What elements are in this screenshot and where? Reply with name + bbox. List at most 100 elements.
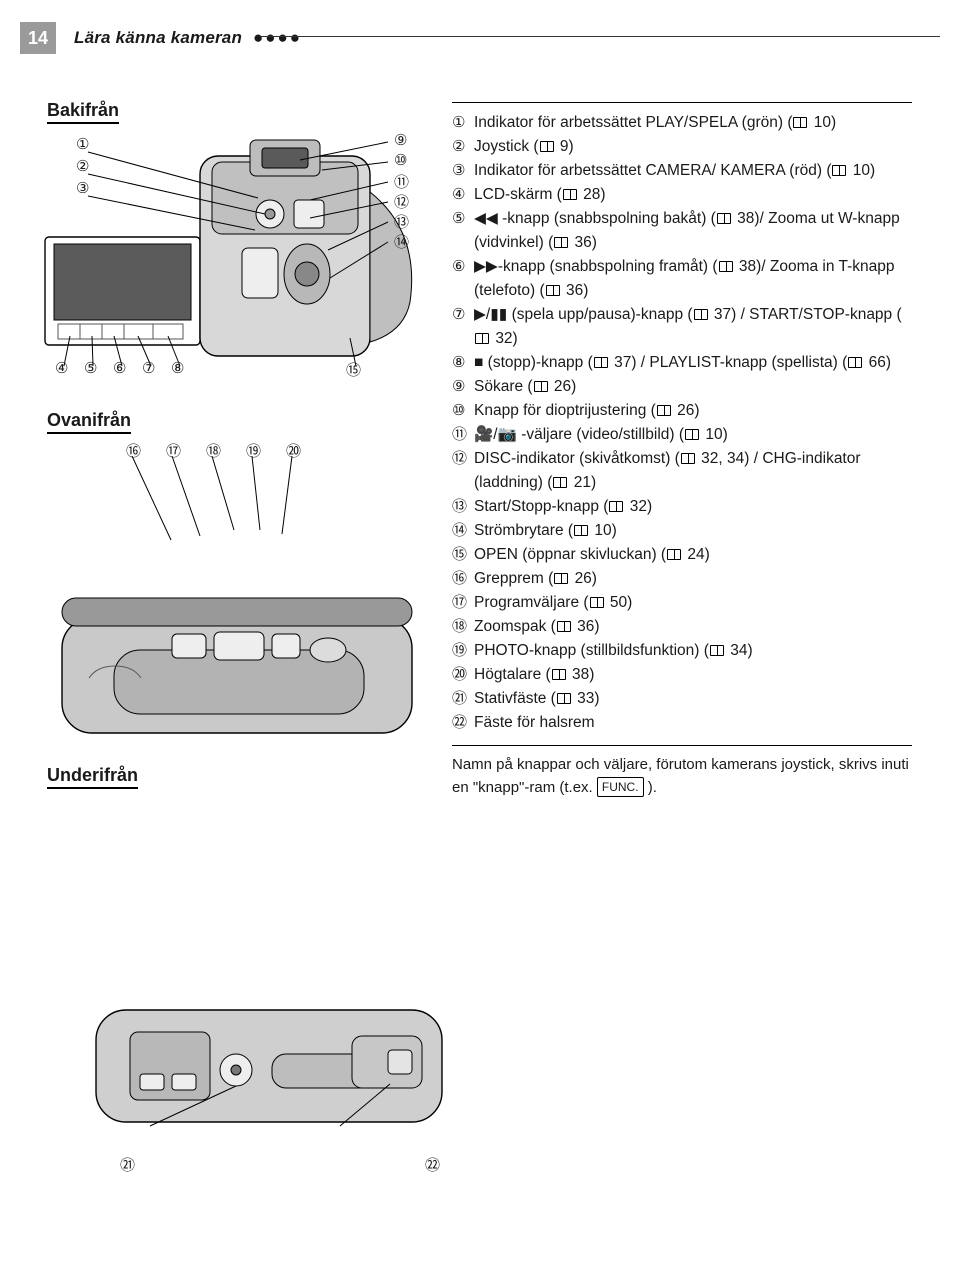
book-icon bbox=[552, 669, 566, 680]
callout-12: ⑫ bbox=[394, 191, 409, 212]
book-icon bbox=[793, 117, 807, 128]
func-button-example: FUNC. bbox=[597, 777, 644, 797]
description-number: ⑧ bbox=[452, 351, 474, 374]
description-text: Stativfäste ( 33) bbox=[474, 687, 912, 711]
book-icon bbox=[848, 357, 862, 368]
callout-17: ⑰ bbox=[166, 440, 181, 461]
callout-7: ⑦ bbox=[142, 359, 155, 377]
description-text: Knapp för dioptrijustering ( 26) bbox=[474, 399, 912, 423]
description-number: ⑥ bbox=[452, 255, 474, 278]
description-item: ⑦▶/▮▮ (spela upp/pausa)-knapp ( 37) / ST… bbox=[452, 303, 912, 351]
callout-3: ③ bbox=[76, 179, 89, 197]
description-number: ⑰ bbox=[452, 591, 474, 614]
book-icon bbox=[554, 573, 568, 584]
description-text: Sökare ( 26) bbox=[474, 375, 912, 399]
description-number: ⑨ bbox=[452, 375, 474, 398]
book-icon bbox=[657, 405, 671, 416]
description-text: 🎥/📷 -väljare (video/stillbild) ( 10) bbox=[474, 423, 912, 447]
description-number: ⑯ bbox=[452, 567, 474, 590]
callout-15: ⑮ bbox=[346, 359, 361, 380]
book-icon bbox=[832, 165, 846, 176]
description-item: ㉑Stativfäste ( 33) bbox=[452, 687, 912, 711]
description-number: ⑦ bbox=[452, 303, 474, 326]
description-item: ㉒Fäste för halsrem bbox=[452, 711, 912, 735]
description-item: ③Indikator för arbetssättet CAMERA/ KAME… bbox=[452, 159, 912, 183]
book-icon bbox=[590, 597, 604, 608]
description-item: ⑧■ (stopp)-knapp ( 37) / PLAYLIST-knapp … bbox=[452, 351, 912, 375]
description-number: ⑲ bbox=[452, 639, 474, 662]
book-icon bbox=[667, 549, 681, 560]
description-number: ④ bbox=[452, 183, 474, 206]
description-text: OPEN (öppnar skivluckan) ( 24) bbox=[474, 543, 912, 567]
description-text: LCD-skärm ( 28) bbox=[474, 183, 912, 207]
description-list: ①Indikator för arbetssättet PLAY/SPELA (… bbox=[452, 111, 912, 735]
callout-14: ⑭ bbox=[394, 231, 409, 252]
description-number: ⑪ bbox=[452, 423, 474, 446]
description-item: ⑳Högtalare ( 38) bbox=[452, 663, 912, 687]
callout-1: ① bbox=[76, 135, 89, 153]
description-text: Högtalare ( 38) bbox=[474, 663, 912, 687]
description-item: ⑨Sökare ( 26) bbox=[452, 375, 912, 399]
description-text: Fäste för halsrem bbox=[474, 711, 912, 735]
description-number: ⑳ bbox=[452, 663, 474, 686]
book-icon bbox=[475, 333, 489, 344]
description-number: ③ bbox=[452, 159, 474, 182]
description-text: Programväljare ( 50) bbox=[474, 591, 912, 615]
section-title-text: Lära känna kameran bbox=[74, 28, 242, 47]
view-label-back: Bakifrån bbox=[47, 100, 119, 124]
title-dots: ●●●● bbox=[253, 28, 302, 47]
book-icon bbox=[557, 693, 571, 704]
book-icon bbox=[719, 261, 733, 272]
book-icon bbox=[694, 309, 708, 320]
book-icon bbox=[563, 189, 577, 200]
title-rule bbox=[260, 36, 940, 37]
note: Namn på knappar och väljare, förutom kam… bbox=[452, 745, 912, 799]
description-text: Strömbrytare ( 10) bbox=[474, 519, 912, 543]
callout-21: ㉑ bbox=[120, 1154, 135, 1175]
description-number: ⑫ bbox=[452, 447, 474, 470]
book-icon bbox=[534, 381, 548, 392]
callout-19: ⑲ bbox=[246, 440, 261, 461]
description-item: ⑮OPEN (öppnar skivluckan) ( 24) bbox=[452, 543, 912, 567]
description-number: ② bbox=[452, 135, 474, 158]
page-number: 14 bbox=[20, 22, 56, 54]
description-text: ▶▶-knapp (snabbspolning framåt) ( 38)/ Z… bbox=[474, 255, 912, 303]
description-number: ⑮ bbox=[452, 543, 474, 566]
description-item: ⑭Strömbrytare ( 10) bbox=[452, 519, 912, 543]
book-icon bbox=[594, 357, 608, 368]
diagram-back-view bbox=[40, 122, 430, 382]
description-text: ▶/▮▮ (spela upp/pausa)-knapp ( 37) / STA… bbox=[474, 303, 912, 351]
description-text: Indikator för arbetssättet PLAY/SPELA (g… bbox=[474, 111, 912, 135]
book-icon bbox=[546, 285, 560, 296]
description-item: ⑤◀◀ -knapp (snabbspolning bakåt) ( 38)/ … bbox=[452, 207, 912, 255]
description-item: ⑥▶▶-knapp (snabbspolning framåt) ( 38)/ … bbox=[452, 255, 912, 303]
book-icon bbox=[540, 141, 554, 152]
description-number: ㉒ bbox=[452, 711, 474, 734]
description-text: PHOTO-knapp (stillbildsfunktion) ( 34) bbox=[474, 639, 912, 663]
description-number: ⑤ bbox=[452, 207, 474, 230]
description-number: ⑬ bbox=[452, 495, 474, 518]
callout-13: ⑬ bbox=[394, 211, 409, 232]
book-icon bbox=[681, 453, 695, 464]
description-item: ⑩Knapp för dioptrijustering ( 26) bbox=[452, 399, 912, 423]
callout-2: ② bbox=[76, 157, 89, 175]
description-item: ⑬Start/Stopp-knapp ( 32) bbox=[452, 495, 912, 519]
diagram-top-view bbox=[54, 590, 424, 760]
diagram-bottom-view bbox=[90, 992, 450, 1147]
description-text: Start/Stopp-knapp ( 32) bbox=[474, 495, 912, 519]
callout-5: ⑤ bbox=[84, 359, 97, 377]
section-title: Lära känna kameran ●●●● bbox=[74, 28, 302, 48]
description-item: ⑲PHOTO-knapp (stillbildsfunktion) ( 34) bbox=[452, 639, 912, 663]
description-item: ④LCD-skärm ( 28) bbox=[452, 183, 912, 207]
description-number: ㉑ bbox=[452, 687, 474, 710]
book-icon bbox=[554, 237, 568, 248]
book-icon bbox=[609, 501, 623, 512]
description-number: ① bbox=[452, 111, 474, 134]
description-item: ⑱Zoomspak ( 36) bbox=[452, 615, 912, 639]
callout-16: ⑯ bbox=[126, 440, 141, 461]
callout-9: ⑨ bbox=[394, 131, 407, 149]
book-icon bbox=[685, 429, 699, 440]
description-text: Joystick ( 9) bbox=[474, 135, 912, 159]
description-item: ②Joystick ( 9) bbox=[452, 135, 912, 159]
view-label-bottom: Underifrån bbox=[47, 765, 138, 789]
